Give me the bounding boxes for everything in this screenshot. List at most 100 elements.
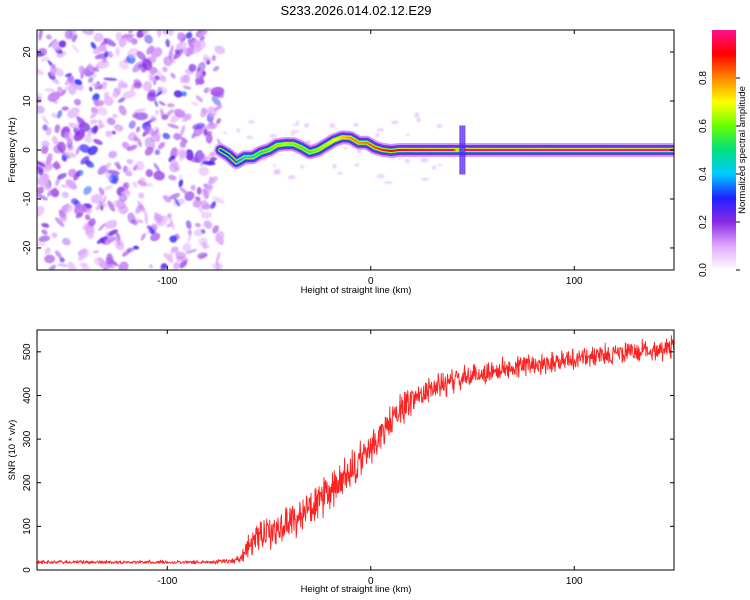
noise-blob [118, 193, 128, 202]
speckle-blob [332, 163, 337, 169]
noise-blob [150, 232, 161, 242]
noise-blob [150, 115, 157, 123]
noise-blob [57, 263, 69, 268]
noise-blob [64, 30, 73, 40]
noise-blob [162, 66, 168, 73]
noise-blob [41, 222, 50, 228]
noise-blob [176, 148, 186, 156]
snr-x-label: Height of straight line (km) [301, 584, 412, 595]
noise-blob [169, 216, 175, 230]
noise-blob [206, 124, 212, 130]
noise-blob [165, 38, 170, 48]
noise-blob [197, 151, 206, 162]
noise-blob [173, 90, 183, 98]
x-tick-label: -100 [157, 276, 177, 287]
noise-blob [87, 63, 95, 73]
noise-blob [84, 134, 93, 144]
noise-blob [210, 201, 216, 209]
noise-blob [73, 171, 81, 181]
noise-blob [203, 57, 212, 62]
noise-blob [86, 159, 91, 167]
noise-blob [140, 232, 146, 241]
noise-blob [97, 165, 109, 175]
noise-blob [182, 243, 192, 252]
noise-blob [93, 99, 99, 107]
noise-blob [93, 138, 103, 145]
noise-blob [168, 30, 174, 36]
noise-blob [149, 264, 153, 269]
noise-blob [160, 263, 167, 270]
noise-blob [68, 82, 77, 95]
speckle-blob [437, 163, 442, 167]
noise-blob [74, 79, 83, 86]
noise-blob [97, 106, 108, 116]
noise-blob [51, 135, 59, 145]
noise-blob [78, 65, 84, 74]
noise-blob [126, 144, 138, 152]
noise-blob [194, 222, 201, 228]
noise-blob [203, 128, 208, 137]
y-tick-label: 500 [22, 343, 33, 360]
x-tick-label: 0 [368, 576, 374, 587]
noise-blob [134, 108, 146, 113]
speckle-blob [436, 123, 443, 129]
speckle-blob [273, 169, 279, 175]
noise-blob [44, 247, 51, 255]
noise-blob [97, 124, 105, 129]
speckle-blob [291, 130, 300, 133]
noise-blob [54, 124, 61, 134]
noise-blob [107, 257, 119, 267]
speckle-blob [398, 157, 402, 160]
noise-blob [118, 105, 127, 116]
colorbar-tick-label: 0.4 [698, 167, 709, 181]
noise-blob [106, 169, 120, 175]
noise-blob [103, 95, 114, 106]
noise-blob [185, 248, 198, 254]
noise-blob [65, 179, 78, 190]
speckle-blob [376, 128, 385, 132]
noise-blob [137, 200, 145, 211]
spectrogram-ridge [213, 125, 674, 175]
noise-blob [181, 91, 187, 97]
noise-blob [106, 117, 116, 126]
noise-blob [136, 51, 147, 61]
noise-blob [98, 223, 106, 231]
noise-blob [188, 156, 198, 163]
noise-blob [45, 34, 52, 40]
noise-blob [95, 201, 104, 210]
noise-blob [207, 176, 218, 185]
noise-blob [138, 192, 145, 199]
noise-blob [118, 38, 127, 48]
noise-blob [37, 92, 43, 101]
noise-blob [158, 101, 166, 106]
speckle-blob [416, 118, 421, 123]
noise-blob [191, 101, 199, 107]
noise-blob [214, 231, 225, 243]
noise-blob [44, 254, 55, 264]
noise-blob [209, 123, 218, 130]
noise-blob [200, 199, 209, 208]
noise-blob [195, 95, 204, 103]
noise-blob [107, 200, 116, 212]
noise-blob [57, 173, 67, 180]
noise-blob [163, 55, 173, 67]
noise-blob [95, 60, 110, 70]
noise-blob [93, 257, 105, 267]
noise-blob [37, 47, 48, 57]
noise-blob [136, 126, 141, 133]
colorbar: 0.0 0.2 0.4 0.6 0.8 Normalized spectral ampl… [698, 30, 748, 277]
noise-blob [178, 179, 184, 188]
speckle-blob [290, 132, 295, 136]
noise-blob [114, 124, 124, 132]
noise-blob [122, 141, 130, 150]
speckle-blob [246, 135, 254, 140]
noise-blob [200, 211, 213, 219]
noise-blob [90, 41, 97, 50]
noise-blob [50, 63, 57, 77]
noise-blob [64, 73, 72, 77]
noise-blob [185, 32, 193, 39]
noise-blob [104, 50, 109, 58]
noise-blob [112, 86, 122, 99]
noise-blob [54, 217, 65, 227]
